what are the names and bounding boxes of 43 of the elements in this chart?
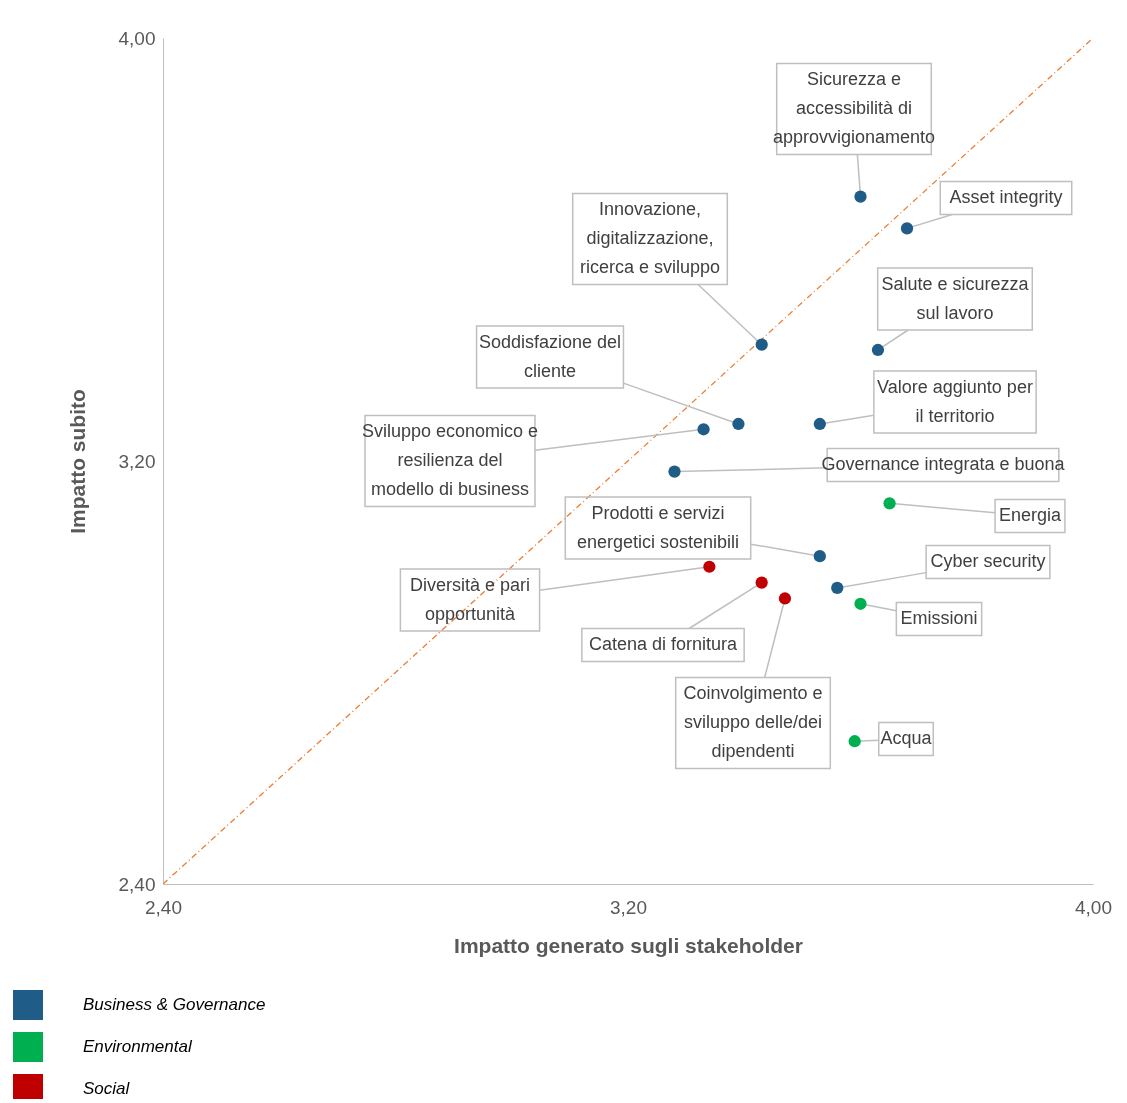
y-tick-label: 4,00	[118, 27, 156, 49]
point	[831, 581, 844, 595]
point	[755, 338, 768, 351]
legend-label: Social	[83, 1079, 131, 1098]
point	[883, 497, 896, 510]
annotation: Coinvolgimento e sviluppo delle/dei dipendenti	[683, 683, 823, 761]
x-tick-label: 2,40	[145, 896, 182, 918]
annotation: Governance integrata e buona	[821, 454, 1066, 474]
annotation: Valore aggiunto per il territorio	[877, 376, 1033, 426]
annotation: Prodotti e servizi energetici sostenibili	[576, 502, 740, 552]
annotation: Acqua	[880, 728, 933, 748]
point	[813, 417, 826, 431]
point	[854, 597, 867, 610]
annotation: Catena di fornitura	[588, 634, 739, 654]
point	[668, 465, 681, 478]
point	[755, 576, 768, 589]
annotation: Soddisfazione del cliente	[478, 331, 622, 381]
y-axis-title: Impatto subito	[65, 389, 89, 534]
annotation: Sviluppo economico e resilienza del modello di business	[361, 421, 539, 499]
annotation: Asset integrity	[949, 187, 1063, 207]
x-tick-label: 4,00	[1075, 896, 1112, 918]
annotation: Energia	[998, 505, 1063, 525]
point	[813, 550, 826, 563]
annotation: Salute e sicurezza sul lavoro	[881, 273, 1030, 323]
point	[854, 190, 867, 203]
point	[848, 735, 861, 748]
legend-label: Environmental	[83, 1037, 193, 1056]
annotation: Emissioni	[900, 608, 978, 628]
point	[778, 592, 792, 605]
point	[871, 343, 885, 357]
annotation: Sicurezza e accessibilità di approvvigionamento	[772, 69, 936, 147]
point	[900, 222, 914, 235]
x-tick-label: 3,20	[610, 896, 647, 918]
point	[697, 423, 710, 436]
y-tick-label: 3,20	[118, 450, 156, 472]
legend-label: Business & Governance	[83, 995, 266, 1014]
annotation: Cyber security	[930, 551, 1046, 571]
annotation: Innovazione, digitalizzazione, ricerca e sviluppo	[579, 199, 721, 277]
y-tick-label: 2,40	[118, 873, 156, 895]
point	[732, 417, 745, 431]
annotation: Diversità e pari opportunità	[409, 574, 531, 624]
x-axis-title: Impatto generato sugli stakeholder	[454, 933, 803, 957]
point	[703, 560, 716, 573]
